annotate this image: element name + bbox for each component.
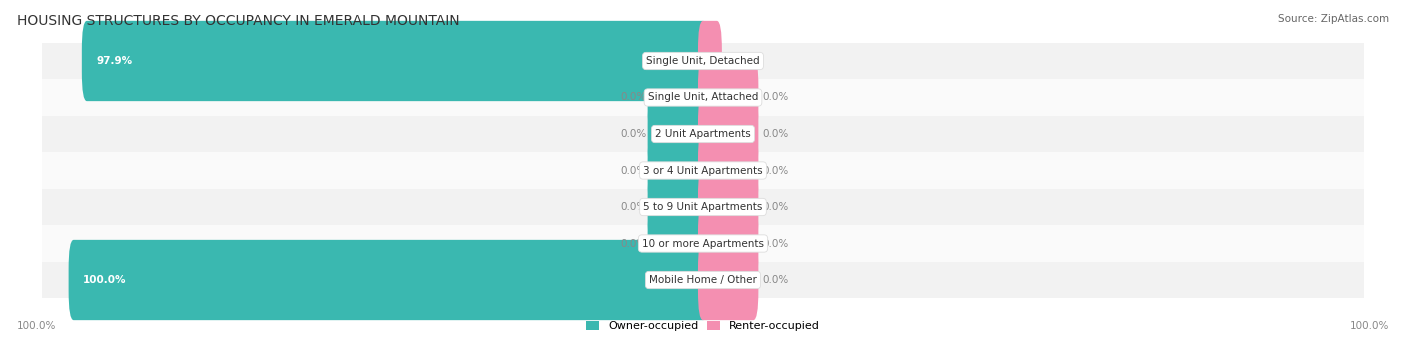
Text: 100.0%: 100.0% — [1350, 321, 1389, 331]
FancyBboxPatch shape — [697, 21, 721, 101]
Text: 0.0%: 0.0% — [620, 92, 647, 103]
Text: HOUSING STRUCTURES BY OCCUPANCY IN EMERALD MOUNTAIN: HOUSING STRUCTURES BY OCCUPANCY IN EMERA… — [17, 14, 460, 28]
FancyBboxPatch shape — [697, 167, 758, 247]
Bar — [42, 152, 1364, 189]
FancyBboxPatch shape — [82, 21, 709, 101]
Text: 0.0%: 0.0% — [620, 238, 647, 249]
FancyBboxPatch shape — [648, 130, 709, 211]
Text: 2.2%: 2.2% — [727, 56, 752, 66]
Text: Single Unit, Attached: Single Unit, Attached — [648, 92, 758, 103]
Bar — [42, 116, 1364, 152]
Text: 0.0%: 0.0% — [620, 202, 647, 212]
Text: 0.0%: 0.0% — [763, 165, 789, 176]
Text: 10 or more Apartments: 10 or more Apartments — [643, 238, 763, 249]
Legend: Owner-occupied, Renter-occupied: Owner-occupied, Renter-occupied — [581, 316, 825, 336]
Bar — [42, 189, 1364, 225]
FancyBboxPatch shape — [69, 240, 709, 320]
Bar — [42, 225, 1364, 262]
FancyBboxPatch shape — [648, 203, 709, 284]
FancyBboxPatch shape — [697, 130, 758, 211]
FancyBboxPatch shape — [648, 94, 709, 174]
Text: Single Unit, Detached: Single Unit, Detached — [647, 56, 759, 66]
Text: 0.0%: 0.0% — [620, 165, 647, 176]
Text: 0.0%: 0.0% — [620, 129, 647, 139]
FancyBboxPatch shape — [697, 240, 758, 320]
FancyBboxPatch shape — [697, 203, 758, 284]
Text: 97.9%: 97.9% — [96, 56, 132, 66]
FancyBboxPatch shape — [648, 57, 709, 138]
FancyBboxPatch shape — [697, 94, 758, 174]
Text: 0.0%: 0.0% — [763, 92, 789, 103]
Text: 100.0%: 100.0% — [17, 321, 56, 331]
Text: Source: ZipAtlas.com: Source: ZipAtlas.com — [1278, 14, 1389, 24]
Bar — [42, 43, 1364, 79]
Bar — [42, 262, 1364, 298]
Text: 0.0%: 0.0% — [763, 275, 789, 285]
Text: 3 or 4 Unit Apartments: 3 or 4 Unit Apartments — [643, 165, 763, 176]
FancyBboxPatch shape — [648, 167, 709, 247]
Text: 0.0%: 0.0% — [763, 238, 789, 249]
Bar — [42, 79, 1364, 116]
Text: Mobile Home / Other: Mobile Home / Other — [650, 275, 756, 285]
Text: 100.0%: 100.0% — [83, 275, 127, 285]
FancyBboxPatch shape — [697, 57, 758, 138]
Text: 2 Unit Apartments: 2 Unit Apartments — [655, 129, 751, 139]
Text: 0.0%: 0.0% — [763, 129, 789, 139]
Text: 5 to 9 Unit Apartments: 5 to 9 Unit Apartments — [644, 202, 762, 212]
Text: 0.0%: 0.0% — [763, 202, 789, 212]
